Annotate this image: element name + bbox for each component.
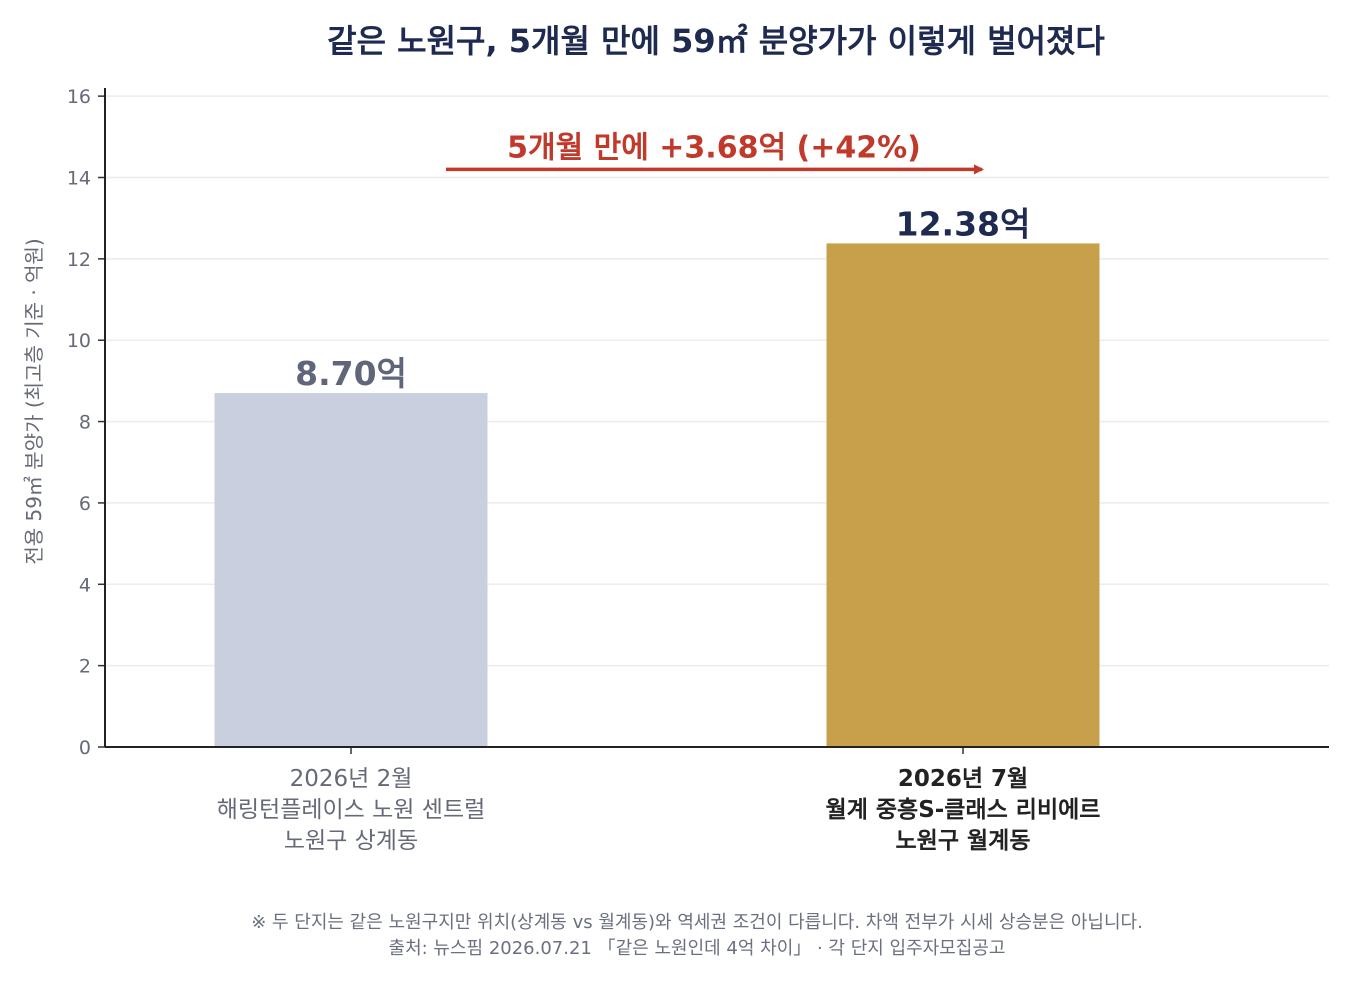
y-tick-label: 0 xyxy=(79,737,91,759)
footer-note: ※ 두 단지는 같은 노원구지만 위치(상계동 vs 월계동)와 역세권 조건이… xyxy=(251,912,1143,933)
x-tick-label-2-line-3: 노원구 월계동 xyxy=(896,828,1031,854)
y-tick-label: 10 xyxy=(67,330,91,352)
x-tick-label-2-line-1: 2026년 7월 xyxy=(898,766,1028,792)
x-tick-label-1-line-2: 해링턴플레이스 노원 센트럴 xyxy=(217,797,486,823)
data-label-1: 8.70억 xyxy=(295,354,407,393)
y-tick-label: 6 xyxy=(79,493,91,515)
data-label-2: 12.38억 xyxy=(896,204,1031,243)
y-tick-label: 16 xyxy=(67,86,91,108)
y-tick-label: 12 xyxy=(67,249,91,271)
x-tick-label-2-line-2: 월계 중흥S-클래스 리비에르 xyxy=(826,797,1101,823)
y-tick-label: 8 xyxy=(79,412,91,434)
x-tick-label-1-line-3: 노원구 상계동 xyxy=(284,828,418,854)
annotation-text: 5개월 만에 +3.68억 (+42%) xyxy=(507,130,921,165)
chart-title: 같은 노원구, 5개월 만에 59㎡ 분양가가 이렇게 벌어졌다 xyxy=(327,22,1105,60)
footer: ※ 두 단지는 같은 노원구지만 위치(상계동 vs 월계동)와 역세권 조건이… xyxy=(0,910,1349,962)
bar-2 xyxy=(826,243,1100,747)
bar-1 xyxy=(214,393,488,747)
footer-source: 출처: 뉴스핌 2026.07.21 「같은 노원인데 4억 차이」 · 각 단… xyxy=(388,938,1006,959)
y-tick-label: 14 xyxy=(67,167,91,189)
bar-chart: 0 2 4 6 8 10 12 14 16 전용 59㎡ 분양가 (최고층 기준 · 억원) 8.7… xyxy=(22,86,1329,854)
y-tick-label: 4 xyxy=(79,574,91,596)
y-axis-label: 전용 59㎡ 분양가 (최고층 기준 · 억원) xyxy=(22,238,46,564)
y-tick-label: 2 xyxy=(79,656,91,678)
x-tick-label-1-line-1: 2026년 2월 xyxy=(290,766,413,792)
